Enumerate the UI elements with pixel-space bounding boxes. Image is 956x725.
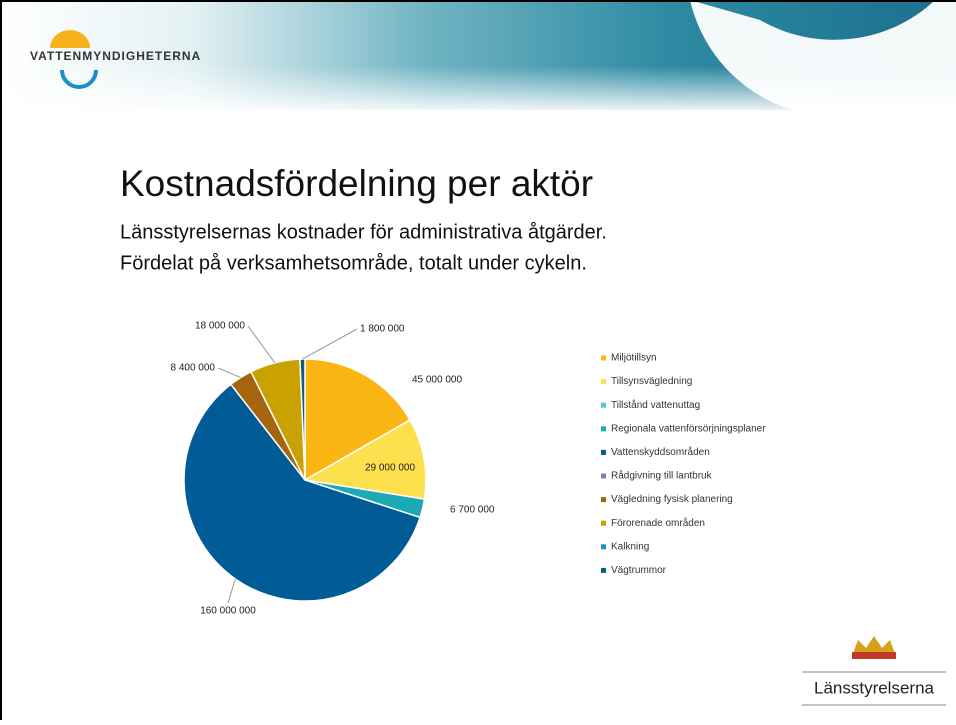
legend-swatch (601, 379, 606, 384)
legend-label: Vattenskyddsområden (611, 446, 710, 458)
data-label: 45 000 000 (412, 375, 462, 386)
header-logo: VATTENMYNDIGHETERNA (30, 49, 201, 63)
legend-label: Miljötillsyn (611, 353, 657, 364)
data-label: 8 400 000 (171, 363, 216, 374)
legend-swatch (601, 356, 606, 361)
data-label: 18 000 000 (195, 321, 245, 332)
legend-label: Kalkning (611, 541, 649, 552)
slide-subtitle: Länsstyrelsernas kostnader för administr… (120, 221, 607, 243)
slide: VATTENMYNDIGHETERNA Kostnadsfördelning p… (0, 0, 956, 720)
legend-swatch (601, 568, 606, 573)
slide-title: Kostnadsfördelning per aktör (120, 163, 593, 204)
legend-swatch (601, 426, 606, 431)
legend-label: Rådgivning till lantbruk (611, 470, 713, 482)
legend-swatch (601, 497, 606, 502)
legend-label: Tillstånd vattenuttag (611, 399, 700, 411)
legend-label: Tillsynsvägledning (611, 376, 692, 387)
footer-logo: Länsstyrelserna (814, 678, 935, 697)
legend-label: Vägledning fysisk planering (611, 494, 733, 505)
legend-swatch (601, 450, 606, 455)
data-label: 160 000 000 (200, 606, 256, 617)
legend-label: Vägtrummor (611, 565, 667, 576)
legend-label: Förorenade områden (611, 517, 705, 529)
slide-subtitle: Fördelat på verksamhetsområde, totalt un… (120, 252, 587, 274)
data-label: 6 700 000 (450, 505, 495, 516)
legend-swatch (601, 474, 606, 479)
legend-label: Regionala vattenförsörjningsplaner (611, 423, 766, 434)
legend-swatch (601, 521, 606, 526)
crown-band (852, 652, 896, 659)
legend-swatch (601, 403, 606, 408)
data-label: 29 000 000 (365, 463, 415, 474)
data-label: 1 800 000 (360, 324, 405, 335)
legend-swatch (601, 544, 606, 549)
